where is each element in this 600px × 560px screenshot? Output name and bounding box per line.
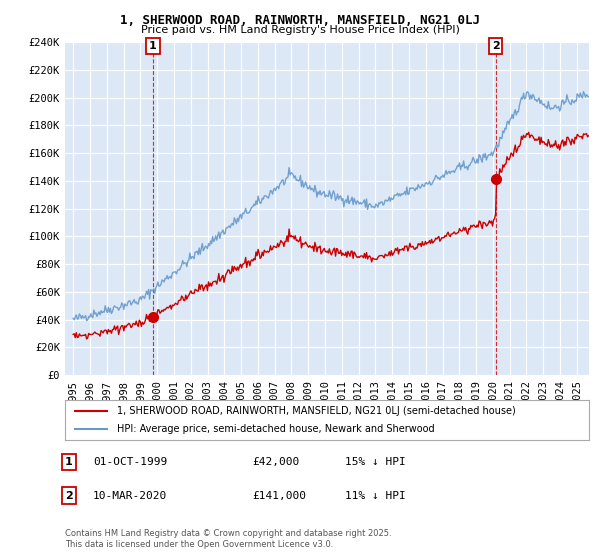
- Text: Price paid vs. HM Land Registry's House Price Index (HPI): Price paid vs. HM Land Registry's House …: [140, 25, 460, 35]
- Text: 1, SHERWOOD ROAD, RAINWORTH, MANSFIELD, NG21 0LJ (semi-detached house): 1, SHERWOOD ROAD, RAINWORTH, MANSFIELD, …: [117, 407, 516, 417]
- Text: £42,000: £42,000: [252, 457, 299, 467]
- Text: £141,000: £141,000: [252, 491, 306, 501]
- Text: HPI: Average price, semi-detached house, Newark and Sherwood: HPI: Average price, semi-detached house,…: [117, 423, 435, 433]
- Text: 01-OCT-1999: 01-OCT-1999: [93, 457, 167, 467]
- Text: 1: 1: [149, 41, 157, 51]
- Text: 2: 2: [65, 491, 73, 501]
- Text: 1: 1: [65, 457, 73, 467]
- Text: 10-MAR-2020: 10-MAR-2020: [93, 491, 167, 501]
- Text: Contains HM Land Registry data © Crown copyright and database right 2025.
This d: Contains HM Land Registry data © Crown c…: [65, 529, 391, 549]
- Text: 1, SHERWOOD ROAD, RAINWORTH, MANSFIELD, NG21 0LJ: 1, SHERWOOD ROAD, RAINWORTH, MANSFIELD, …: [120, 14, 480, 27]
- Text: 15% ↓ HPI: 15% ↓ HPI: [345, 457, 406, 467]
- Text: 11% ↓ HPI: 11% ↓ HPI: [345, 491, 406, 501]
- Text: 2: 2: [492, 41, 500, 51]
